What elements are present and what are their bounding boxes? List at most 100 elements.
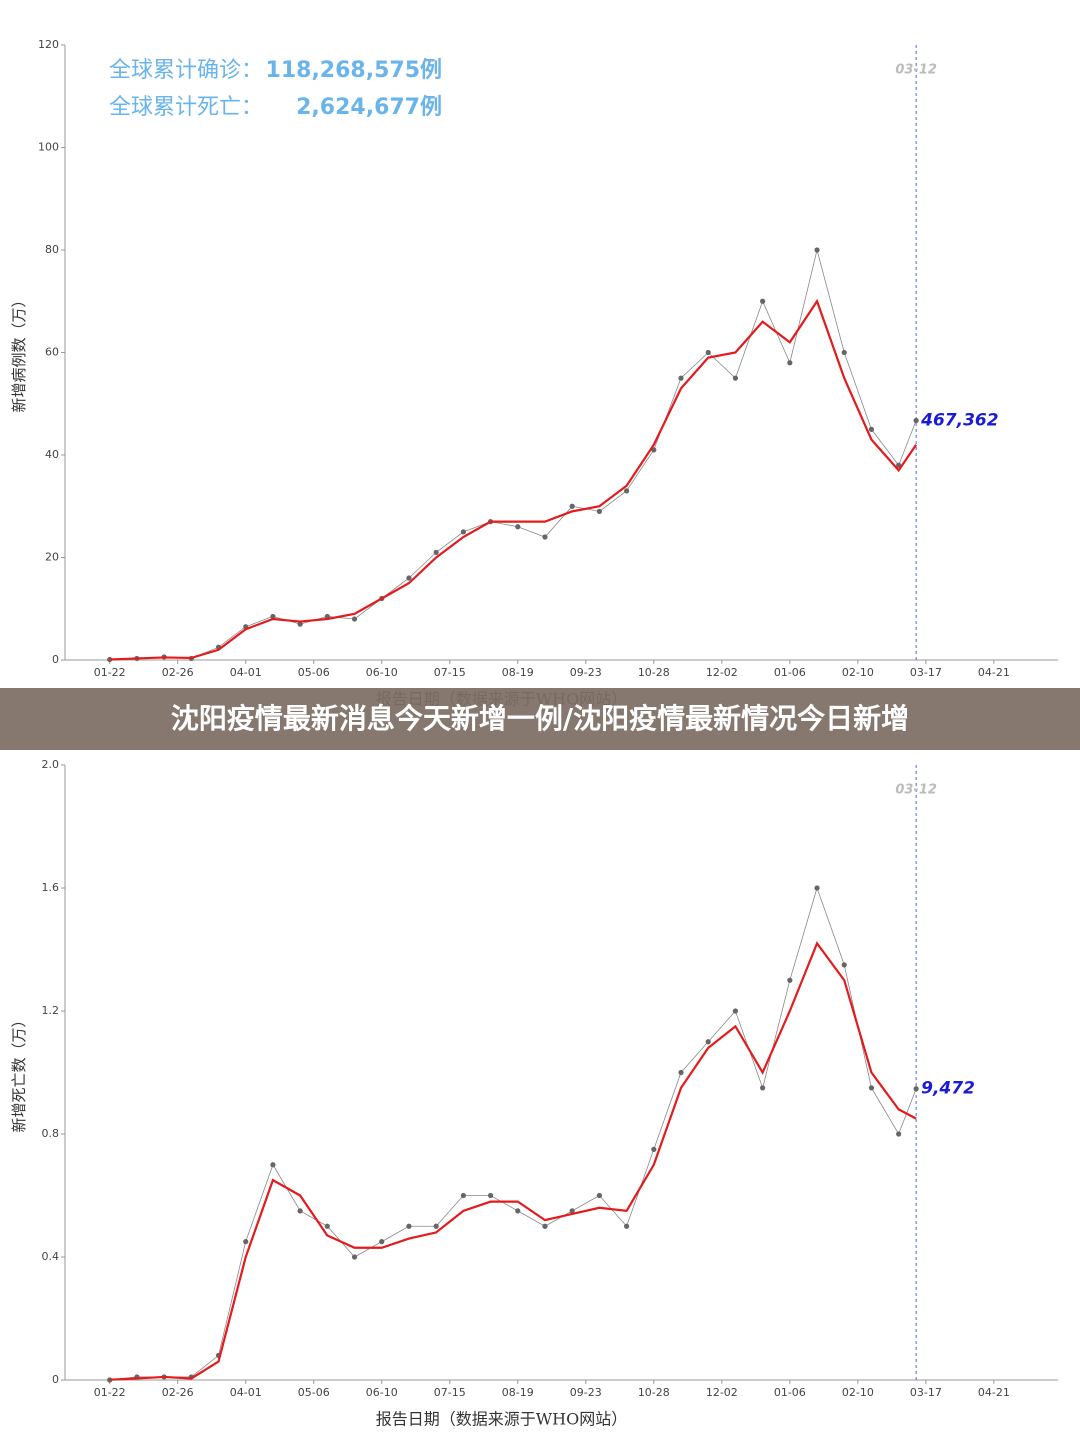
data-point [623,488,630,494]
y-tick-label: 1.2 [42,1004,60,1017]
x-tick-label: 06-10 [366,666,398,679]
x-tick-label: 10-28 [638,666,670,679]
x-tick-label: 05-06 [298,666,330,679]
y-tick-label: 120 [38,38,59,51]
y-axis-label: 新增死亡数（万） [10,1012,28,1132]
data-point [569,1208,575,1214]
data-point [433,549,439,555]
x-tick-label: 02-26 [162,1386,194,1399]
x-tick-label: 07-15 [434,666,466,679]
x-tick-label: 12-02 [706,1386,738,1399]
x-tick-label: 09-23 [570,666,602,679]
data-point [705,349,711,356]
data-point [623,1223,630,1229]
data-point [542,534,548,540]
data-point [243,1239,249,1245]
y-tick-label: 20 [45,551,59,564]
x-tick-label: 10-28 [638,1386,670,1399]
y-tick-label: 1.6 [42,881,60,894]
data-point [406,575,412,581]
x-tick-label: 03-17 [910,1386,942,1399]
x-tick-label: 02-10 [842,666,874,679]
y-tick-label: 100 [38,141,59,154]
summary-value: 118,268,575例 [266,58,442,83]
y-axis-label: 新增病例数（万） [10,292,28,412]
data-point [732,375,739,381]
data-point [406,1223,412,1229]
data-point [841,349,847,356]
data-point [705,1039,711,1045]
data-point [732,1008,739,1014]
x-tick-label: 12-02 [706,666,738,679]
data-point [596,508,602,514]
y-tick-label: 80 [45,243,59,256]
data-point [270,613,276,620]
data-point [379,1239,385,1245]
data-point [351,1254,358,1260]
data-point [324,1223,330,1229]
x-tick-label: 02-26 [162,666,194,679]
data-point [760,1085,766,1091]
data-point [515,524,521,530]
data-point [297,1208,303,1214]
x-axis-label: 报告日期（数据来源于WHO网站） [376,1410,628,1429]
x-tick-label: 01-06 [774,1386,806,1399]
data-point [460,1192,466,1199]
value-annotation: 9,472 [921,1079,975,1099]
x-tick-label: 04-21 [978,666,1010,679]
data-point [787,977,793,983]
x-tick-label: 05-06 [298,1386,330,1399]
y-tick-label: 60 [45,346,59,359]
data-point [460,529,466,535]
x-tick-label: 03-17 [910,666,942,679]
y-tick-label: 0 [52,653,59,666]
banner: 沈阳疫情最新消息今天新增一例/沈阳疫情最新情况今日新增 [171,702,909,735]
data-point [651,1146,657,1152]
data-point [868,426,875,432]
x-tick-label: 09-23 [570,1386,602,1399]
x-tick-label: 08-19 [502,666,534,679]
summary-value: 2,624,677例 [296,95,442,120]
y-tick-label: 0.8 [42,1127,60,1140]
y-tick-label: 0 [52,1373,59,1386]
data-point [896,1131,902,1137]
data-point [678,375,684,381]
x-tick-label: 04-01 [230,666,262,679]
value-annotation: 467,362 [920,410,998,430]
summary-label: 全球累计确诊： [109,58,263,83]
data-point [913,417,919,424]
data-point [351,616,358,622]
data-point [678,1069,684,1076]
x-tick-label: 08-19 [502,1386,534,1399]
data-point [515,1208,521,1214]
series-line [109,941,917,1381]
data-point [433,1223,439,1229]
summary-label: 全球累计死亡： [109,95,263,120]
data-point [760,298,766,304]
y-tick-label: 2.0 [42,758,60,771]
y-tick-label: 0.4 [42,1250,60,1263]
reference-label: 03-12 [895,783,937,798]
data-point [787,360,793,366]
data-point [270,1162,276,1168]
data-point [596,1192,602,1199]
x-tick-label: 01-06 [774,666,806,679]
x-tick-label: 01-22 [94,666,126,679]
data-point [814,885,820,891]
reference-label: 03-12 [895,63,937,78]
data-point [913,1086,919,1092]
data-point [542,1223,548,1229]
y-tick-label: 40 [45,448,59,461]
data-point [868,1085,875,1091]
data-point [569,503,575,509]
x-tick-label: 07-15 [434,1386,466,1399]
data-point [487,1192,494,1199]
x-tick-label: 01-22 [94,1386,126,1399]
data-point [841,962,847,968]
x-tick-label: 04-21 [978,1386,1010,1399]
banner-background [0,688,1080,750]
data-point [107,656,113,663]
x-tick-label: 06-10 [366,1386,398,1399]
x-tick-label: 02-10 [842,1386,874,1399]
